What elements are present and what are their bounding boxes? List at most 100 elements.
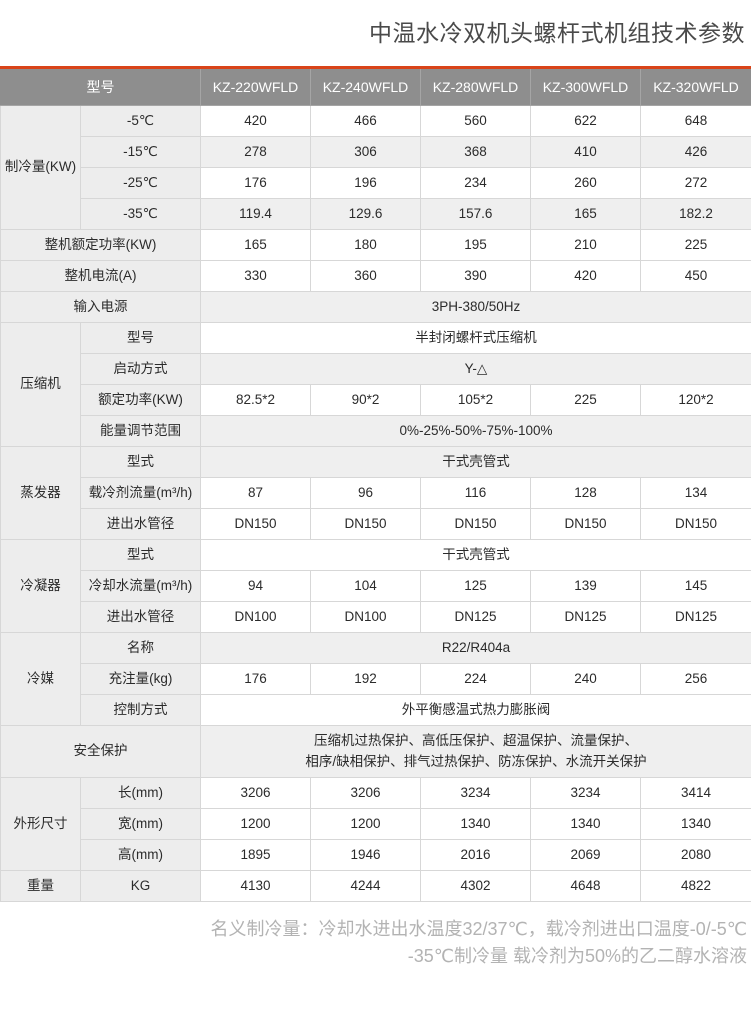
table-row: 控制方式 外平衡感温式热力膨胀阀 <box>1 694 751 726</box>
row-label-evap-type: 型式 <box>80 446 201 478</box>
cell-weight-5: 4822 <box>640 870 751 902</box>
header-model-1: KZ-220WFLD <box>200 69 311 106</box>
cell-power-supply-value: 3PH-380/50Hz <box>200 291 751 323</box>
group-label-dimensions: 外形尺寸 <box>0 777 81 871</box>
row-label-safety: 安全保护 <box>0 725 201 778</box>
row-label-ref-charge: 充注量(kg) <box>80 663 201 695</box>
row-label-dim-height: 高(mm) <box>80 839 201 871</box>
cell-comp-power-4: 225 <box>530 384 641 416</box>
cell-dim-height-2: 1946 <box>310 839 421 871</box>
row-label-dim-length: 长(mm) <box>80 777 201 809</box>
row-label-evap-flow: 载冷剂流量(m³/h) <box>80 477 201 509</box>
cell-evap-flow-1: 87 <box>200 477 311 509</box>
cell-cc-35-2: 129.6 <box>310 198 421 230</box>
cell-evap-pipe-4: DN150 <box>530 508 641 540</box>
row-label-cond-type: 型式 <box>80 539 201 571</box>
cell-comp-power-3: 105*2 <box>420 384 531 416</box>
table-header-row: 型号 KZ-220WFLD KZ-240WFLD KZ-280WFLD KZ-3… <box>0 69 751 106</box>
row-label-power-supply: 输入电源 <box>0 291 201 323</box>
cell-ref-charge-4: 240 <box>530 663 641 695</box>
cell-cond-type-value: 干式壳管式 <box>200 539 751 571</box>
row-label-comp-capacity-ctrl: 能量调节范围 <box>80 415 201 447</box>
cell-rated-power-5: 225 <box>640 229 751 261</box>
cell-cond-flow-3: 125 <box>420 570 531 602</box>
cell-cc-5-2: 466 <box>310 105 421 137</box>
row-label-cc-15: -15℃ <box>80 136 201 168</box>
cell-evap-flow-3: 116 <box>420 477 531 509</box>
row-label-comp-start: 启动方式 <box>80 353 201 385</box>
cell-rated-power-2: 180 <box>310 229 421 261</box>
cell-dim-length-2: 3206 <box>310 777 421 809</box>
cell-comp-power-5: 120*2 <box>640 384 751 416</box>
table-row: 整机电流(A) 330 360 390 420 450 <box>0 260 751 292</box>
cell-cc-15-2: 306 <box>310 136 421 168</box>
cell-dim-length-1: 3206 <box>200 777 311 809</box>
group-label-compressor: 压缩机 <box>0 322 81 447</box>
cell-cond-pipe-1: DN100 <box>200 601 311 633</box>
accent-bar <box>0 66 751 69</box>
cell-comp-model-value: 半封闭螺杆式压缩机 <box>200 322 751 354</box>
cell-safety-value: 压缩机过热保护、高低压保护、超温保护、流量保护、 相序/缺相保护、排气过热保护、… <box>200 725 751 778</box>
row-label-cond-flow: 冷却水流量(m³/h) <box>80 570 201 602</box>
table-row: 蒸发器 型式 干式壳管式 <box>0 446 751 540</box>
cell-cc-5-4: 622 <box>530 105 641 137</box>
cell-cond-flow-5: 145 <box>640 570 751 602</box>
cell-current-3: 390 <box>420 260 531 292</box>
cell-cond-flow-4: 139 <box>530 570 641 602</box>
cell-ref-control-value: 外平衡感温式热力膨胀阀 <box>200 694 751 726</box>
cell-cc-25-4: 260 <box>530 167 641 199</box>
cell-evap-flow-2: 96 <box>310 477 421 509</box>
cell-current-2: 360 <box>310 260 421 292</box>
cell-evap-flow-5: 134 <box>640 477 751 509</box>
group-label-condenser: 冷凝器 <box>0 539 81 633</box>
table-row: 进出水管径 DN100 DN100 DN125 DN125 DN125 <box>1 601 751 633</box>
row-label-current: 整机电流(A) <box>0 260 201 292</box>
cell-dim-height-1: 1895 <box>200 839 311 871</box>
cell-dim-width-3: 1340 <box>420 808 531 840</box>
cell-comp-power-2: 90*2 <box>310 384 421 416</box>
table-row: 启动方式 Y-△ <box>1 353 751 385</box>
cell-evap-pipe-3: DN150 <box>420 508 531 540</box>
cell-cc-5-5: 648 <box>640 105 751 137</box>
cell-cond-flow-1: 94 <box>200 570 311 602</box>
row-label-ref-name: 名称 <box>80 632 201 664</box>
cell-cc-15-4: 410 <box>530 136 641 168</box>
row-label-dim-width: 宽(mm) <box>80 808 201 840</box>
table-row: 载冷剂流量(m³/h) 87 96 116 128 134 <box>1 477 751 509</box>
cell-ref-charge-2: 192 <box>310 663 421 695</box>
cell-cond-pipe-4: DN125 <box>530 601 641 633</box>
page-title: 中温水冷双机头螺杆式机组技术参数 <box>369 19 745 46</box>
row-label-weight-unit: KG <box>80 870 201 902</box>
table-row: 重量 KG 4130 4244 4302 4648 4822 <box>0 870 751 902</box>
cell-rated-power-3: 195 <box>420 229 531 261</box>
table-row: 安全保护 压缩机过热保护、高低压保护、超温保护、流量保护、 相序/缺相保护、排气… <box>0 725 751 778</box>
group-label-cooling-capacity: 制冷量(KW) <box>0 105 81 230</box>
row-label-cc-5: -5℃ <box>80 105 201 137</box>
row-label-cc-25: -25℃ <box>80 167 201 199</box>
cell-weight-3: 4302 <box>420 870 531 902</box>
cell-cc-35-5: 182.2 <box>640 198 751 230</box>
table-row: 额定功率(KW) 82.5*2 90*2 105*2 225 120*2 <box>1 384 751 416</box>
note-line-1: 名义制冷量：冷却水进出水温度32/37℃，载冷剂进出口温度-0/-5℃ <box>210 919 747 939</box>
cell-cc-5-3: 560 <box>420 105 531 137</box>
cell-dim-height-3: 2016 <box>420 839 531 871</box>
cell-ref-charge-1: 176 <box>200 663 311 695</box>
cell-ref-charge-5: 256 <box>640 663 751 695</box>
cell-cc-15-5: 426 <box>640 136 751 168</box>
table-row: 制冷量(KW) -5℃ 420 466 560 622 648 <box>0 105 751 230</box>
cell-comp-power-1: 82.5*2 <box>200 384 311 416</box>
cell-dim-width-1: 1200 <box>200 808 311 840</box>
row-label-comp-model: 型号 <box>80 322 201 354</box>
row-label-rated-power: 整机额定功率(KW) <box>0 229 201 261</box>
header-model-5: KZ-320WFLD <box>640 69 751 106</box>
table-row: 充注量(kg) 176 192 224 240 256 <box>1 663 751 695</box>
row-label-comp-power: 额定功率(KW) <box>80 384 201 416</box>
cell-evap-flow-4: 128 <box>530 477 641 509</box>
table-row: 输入电源 3PH-380/50Hz <box>0 291 751 323</box>
cell-dim-width-4: 1340 <box>530 808 641 840</box>
group-label-evaporator: 蒸发器 <box>0 446 81 540</box>
table-row: -15℃ 278 306 368 410 426 <box>1 136 751 168</box>
cell-evap-pipe-1: DN150 <box>200 508 311 540</box>
title-bar: 中温水冷双机头螺杆式机组技术参数 <box>0 0 751 66</box>
